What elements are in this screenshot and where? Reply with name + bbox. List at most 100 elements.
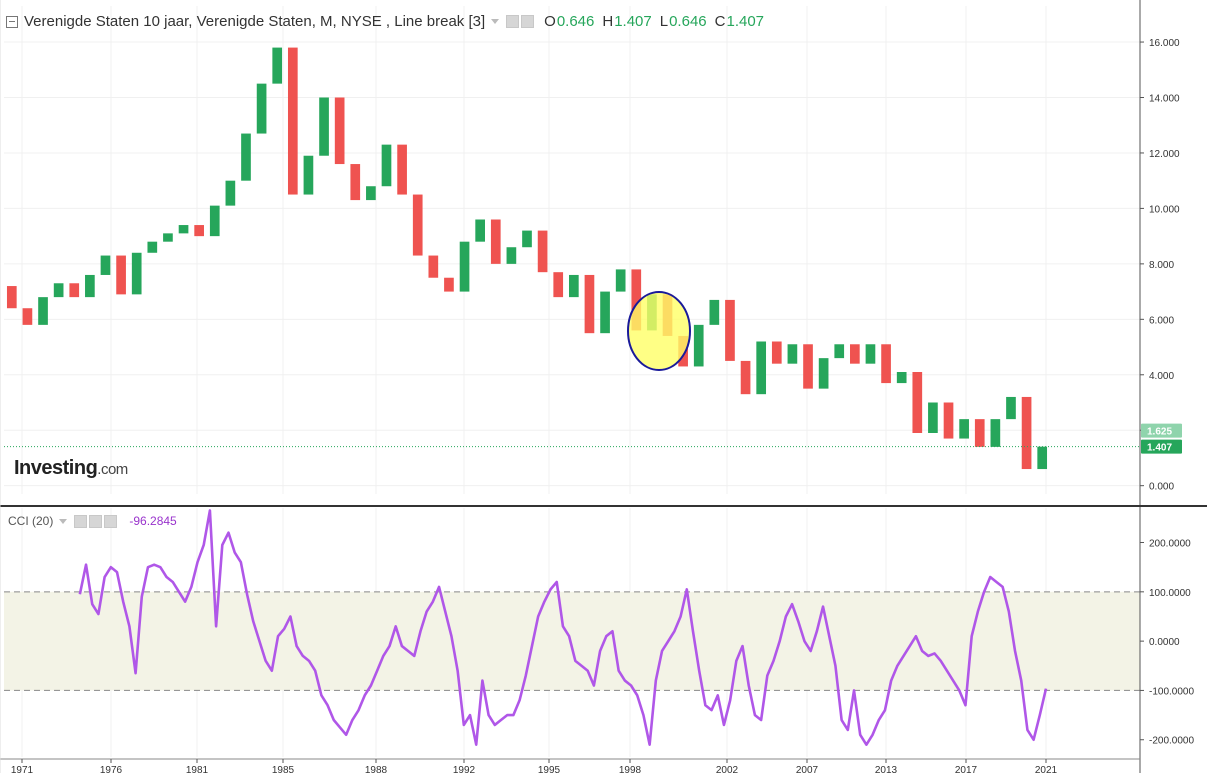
line-break-bar xyxy=(1037,446,1048,470)
line-break-bar xyxy=(444,277,454,292)
chevron-down-icon[interactable] xyxy=(59,518,68,524)
time-tick-label: 1988 xyxy=(365,765,388,773)
line-break-bar xyxy=(865,344,876,364)
time-axis[interactable]: 1971 1976 1981 1985 1988 1992 1995 1998 2002 2007… xyxy=(11,759,1058,776)
line-break-bar xyxy=(241,133,251,181)
price-label-box xyxy=(1141,423,1182,438)
line-break-bar xyxy=(584,274,595,334)
line-break-bar xyxy=(709,299,720,325)
cci-line xyxy=(78,509,1048,746)
chevron-down-icon[interactable] xyxy=(491,19,500,24)
line-break-bar xyxy=(272,47,283,84)
cci-label: CCI (20) xyxy=(8,514,54,528)
cci-tick-label: -100.0000 xyxy=(1149,686,1194,697)
line-break-bar xyxy=(256,83,267,134)
highlight-layer xyxy=(627,291,691,371)
visibility-icon[interactable] xyxy=(506,15,520,28)
time-tick-label: 1998 xyxy=(619,765,642,773)
price-tick-label: 0.000 xyxy=(1149,482,1174,493)
line-break-bar xyxy=(896,372,907,384)
investing-logo[interactable]: Investing.com xyxy=(14,457,128,480)
logo-suffix: .com xyxy=(97,461,128,478)
line-break-bar xyxy=(178,225,189,234)
line-break-bar xyxy=(834,344,845,359)
time-tick-label: 2002 xyxy=(716,765,739,773)
line-break-bar xyxy=(787,344,798,364)
line-break-bar xyxy=(53,283,64,298)
cci-tick-label: 0.0000 xyxy=(1149,637,1180,648)
line-break-bar xyxy=(553,272,564,298)
time-tick-label: 1992 xyxy=(453,765,476,773)
line-break-bar xyxy=(693,324,704,367)
line-break-bar xyxy=(100,255,111,275)
price-label: 1.625 xyxy=(1147,427,1172,438)
time-tick-label: 1971 xyxy=(11,765,34,773)
line-break-bar xyxy=(600,291,610,334)
line-break-bar xyxy=(615,269,626,292)
cci-tick-label: -200.0000 xyxy=(1149,736,1194,747)
line-break-bar xyxy=(771,341,782,364)
line-break-bar xyxy=(506,247,517,264)
line-break-bar xyxy=(943,402,954,439)
line-break-bar xyxy=(163,233,173,242)
price-labels: 1.625 1.407 xyxy=(1141,423,1182,454)
ohlc-close-value: 1.407 xyxy=(726,13,765,30)
price-tick-label: 10.000 xyxy=(1149,204,1180,215)
line-break-bar xyxy=(974,419,985,447)
price-label: 1.407 xyxy=(1147,443,1172,454)
cci-tick-label: 200.0000 xyxy=(1149,539,1191,550)
line-break-bar xyxy=(475,219,485,242)
main-grid xyxy=(4,6,1140,494)
line-break-bar xyxy=(116,255,126,295)
time-tick-label: 1981 xyxy=(186,765,209,773)
close-icon[interactable] xyxy=(104,514,118,528)
ohlc-high-value: 1.407 xyxy=(614,13,652,30)
line-break-bar xyxy=(428,255,439,278)
line-break-bar xyxy=(6,286,17,309)
line-break-bar xyxy=(209,205,220,237)
price-tick-label: 4.000 xyxy=(1149,371,1174,382)
line-break-bar xyxy=(818,358,829,389)
cci-legend: CCI (20) -96.2845 xyxy=(8,514,177,528)
cci-value: -96.2845 xyxy=(129,514,177,528)
line-break-bar xyxy=(334,97,345,165)
visibility-icon[interactable] xyxy=(74,514,88,528)
line-break-bar xyxy=(85,274,95,298)
price-label-box xyxy=(1141,439,1182,454)
line-break-bar xyxy=(69,283,80,298)
line-break-bar xyxy=(490,219,501,264)
time-tick-label: 1976 xyxy=(100,765,123,773)
cci-band xyxy=(4,591,1140,691)
line-break-bar xyxy=(397,144,407,195)
price-tick-label: 6.000 xyxy=(1149,315,1174,326)
collapse-icon[interactable] xyxy=(6,15,18,28)
line-break-bar xyxy=(147,241,158,253)
line-break-bars xyxy=(4,47,1140,470)
ohlc-open-value: 0.646 xyxy=(556,13,595,30)
settings-icon[interactable] xyxy=(521,15,535,28)
line-break-bar xyxy=(1006,396,1016,420)
line-break-bar xyxy=(881,344,891,384)
time-tick-label: 2017 xyxy=(955,765,978,773)
line-break-bar xyxy=(631,269,642,331)
cci-axis[interactable]: -200.0000 -100.0000 0.0000 100.0000 200.0000 xyxy=(1140,539,1194,747)
cci-series xyxy=(78,509,1048,746)
line-break-bar xyxy=(287,47,298,195)
chart-title: Verenigde Staten 10 jaar, Verenigde Stat… xyxy=(24,13,486,30)
ohlc-low-key: L xyxy=(659,13,669,30)
settings-icon[interactable] xyxy=(89,514,103,528)
line-break-bar xyxy=(756,341,767,395)
main-legend: Verenigde Staten 10 jaar, Verenigde Stat… xyxy=(6,13,764,30)
line-break-bar xyxy=(303,155,314,195)
line-break-bar xyxy=(194,225,204,237)
line-break-bar xyxy=(22,308,33,325)
cci-band-rect xyxy=(4,591,1140,691)
ohlc-close-key: C xyxy=(714,13,726,30)
time-tick-label: 2013 xyxy=(875,765,898,773)
line-break-bar xyxy=(803,344,813,389)
time-tick-label: 2021 xyxy=(1035,765,1058,773)
price-tick-label: 12.000 xyxy=(1149,149,1180,160)
